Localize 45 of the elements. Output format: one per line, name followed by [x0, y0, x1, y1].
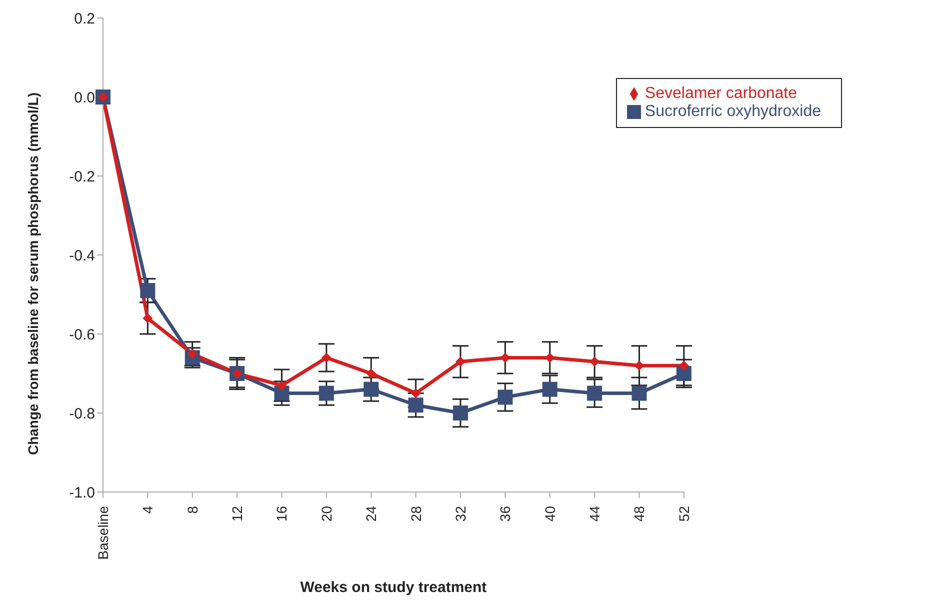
- point: [455, 356, 466, 367]
- x-tick-label: 20: [318, 506, 334, 522]
- point: [676, 366, 692, 381]
- point: [408, 398, 424, 413]
- point: [321, 352, 332, 363]
- legend-label: Sevelamer carbonate: [644, 85, 798, 102]
- x-tick-label: 40: [542, 506, 558, 522]
- x-tick-label: 4: [140, 506, 156, 514]
- point: [142, 313, 153, 324]
- point: [452, 406, 468, 420]
- y-tick-label: -0.8: [69, 405, 95, 422]
- point: [587, 386, 602, 401]
- y-tick-label: -0.2: [69, 168, 95, 186]
- point: [410, 388, 421, 398]
- legend-label: Sucroferric oxyhydroxide: [644, 103, 821, 120]
- x-tick-label: 16: [274, 506, 290, 522]
- x-tick-label: 52: [676, 506, 692, 522]
- x-axis-title: Weeks on study treatment: [300, 579, 487, 596]
- point: [632, 386, 647, 401]
- point: [634, 360, 644, 371]
- x-tick-label: 28: [408, 506, 424, 522]
- point: [590, 356, 600, 367]
- point: [678, 360, 689, 371]
- x-tick-label: 8: [184, 506, 200, 514]
- point: [366, 368, 376, 378]
- x-tick-label: 24: [363, 506, 380, 522]
- x-tick-label: 12: [229, 506, 246, 522]
- point: [276, 380, 287, 390]
- point: [364, 382, 379, 397]
- y-axis-title: Change from baseline for serum phosphorus (mmol/L): [24, 92, 41, 455]
- x-tick-label: Baseline: [95, 506, 111, 560]
- x-tick-label: 32: [452, 506, 468, 522]
- x-tick-label: 36: [497, 506, 514, 522]
- y-tick-label: 0.2: [74, 10, 95, 28]
- y-tick-label: -0.4: [69, 247, 95, 264]
- y-tick-label: -1.0: [69, 484, 95, 502]
- point: [140, 283, 156, 298]
- point: [274, 386, 290, 401]
- y-tick-label: 0.0: [74, 89, 95, 106]
- y-tick-label: -0.6: [69, 326, 95, 344]
- x-tick-label: 48: [631, 506, 648, 522]
- point: [318, 386, 334, 401]
- x-tick-label: 44: [586, 506, 603, 522]
- point: [498, 390, 513, 405]
- point: [542, 382, 558, 397]
